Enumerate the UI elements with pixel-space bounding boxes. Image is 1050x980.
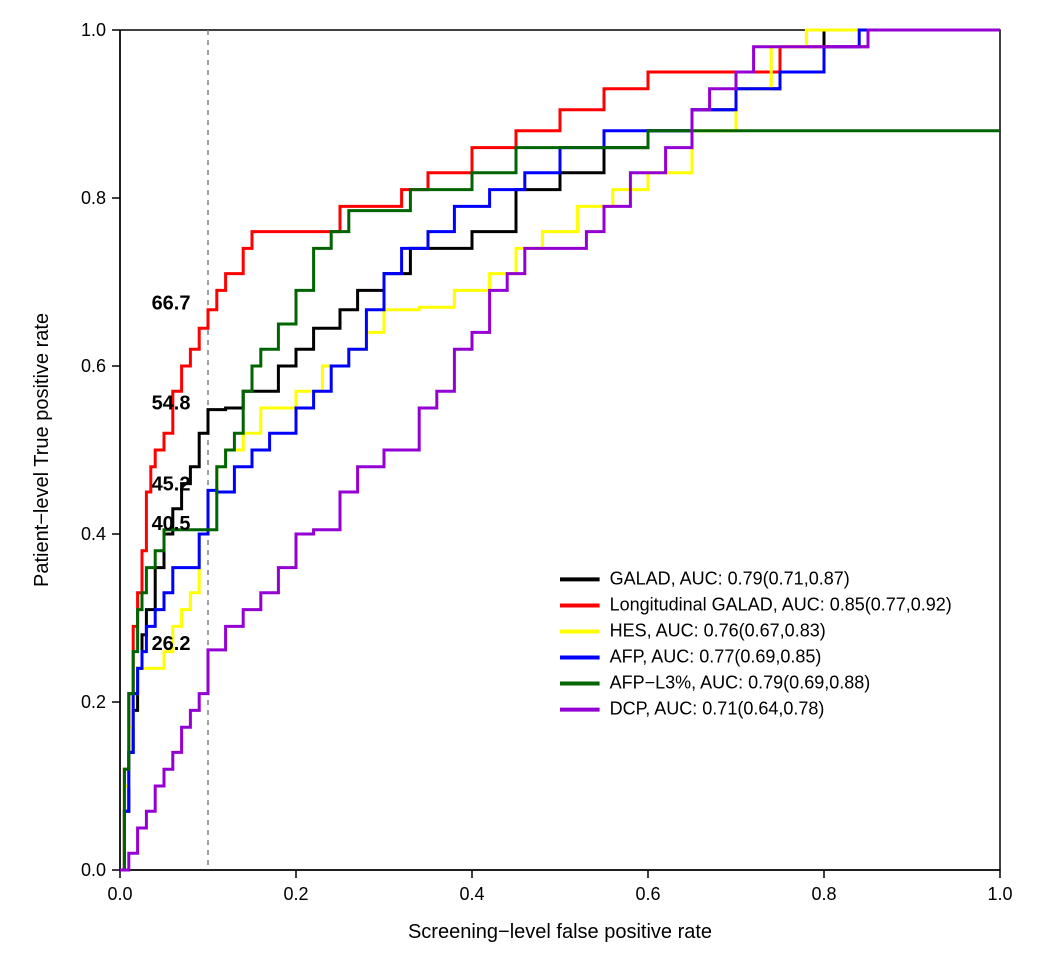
tpr-annotation: 40.5 (152, 513, 191, 535)
x-tick-label: 1.0 (987, 884, 1012, 904)
tpr-annotation: 66.7 (152, 293, 191, 315)
x-axis-title: Screening−level false positive rate (408, 921, 712, 943)
tpr-annotation: 54.8 (152, 393, 191, 415)
x-tick-label: 0.0 (107, 884, 132, 904)
roc-chart-svg: 0.0 0.2 0.4 0.6 0.8 1.0 0.0 0.2 0.4 0.6 0.8 1.0 Scre… (0, 0, 1050, 980)
legend-label: GALAD, AUC: 0.79(0.71,0.87) (610, 568, 850, 588)
y-axis-title: Patient−level True positive rate (31, 313, 53, 587)
y-tick-label: 1.0 (81, 20, 106, 40)
y-tick-label: 0.0 (81, 860, 106, 880)
legend-label: Longitudinal GALAD, AUC: 0.85(0.77,0.92) (610, 594, 952, 614)
legend-label: AFP−L3%, AUC: 0.79(0.69,0.88) (610, 673, 871, 693)
legend-label: DCP, AUC: 0.71(0.64,0.78) (610, 699, 825, 719)
legend-label: AFP, AUC: 0.77(0.69,0.85) (610, 647, 822, 667)
x-tick-label: 0.4 (459, 884, 484, 904)
y-tick-label: 0.6 (81, 356, 106, 376)
tpr-annotation: 45.2 (152, 473, 191, 495)
x-tick-label: 0.8 (811, 884, 836, 904)
legend-label: HES, AUC: 0.76(0.67,0.83) (610, 620, 826, 640)
y-tick-label: 0.4 (81, 524, 106, 544)
roc-curve-afp (120, 30, 1000, 870)
y-tick-label: 0.8 (81, 188, 106, 208)
x-tick-label: 0.6 (635, 884, 660, 904)
y-tick-label: 0.2 (81, 692, 106, 712)
tpr-annotation: 26.2 (152, 633, 191, 655)
roc-chart-container: 0.0 0.2 0.4 0.6 0.8 1.0 0.0 0.2 0.4 0.6 0.8 1.0 Scre… (0, 0, 1050, 980)
x-tick-label: 0.2 (283, 884, 308, 904)
